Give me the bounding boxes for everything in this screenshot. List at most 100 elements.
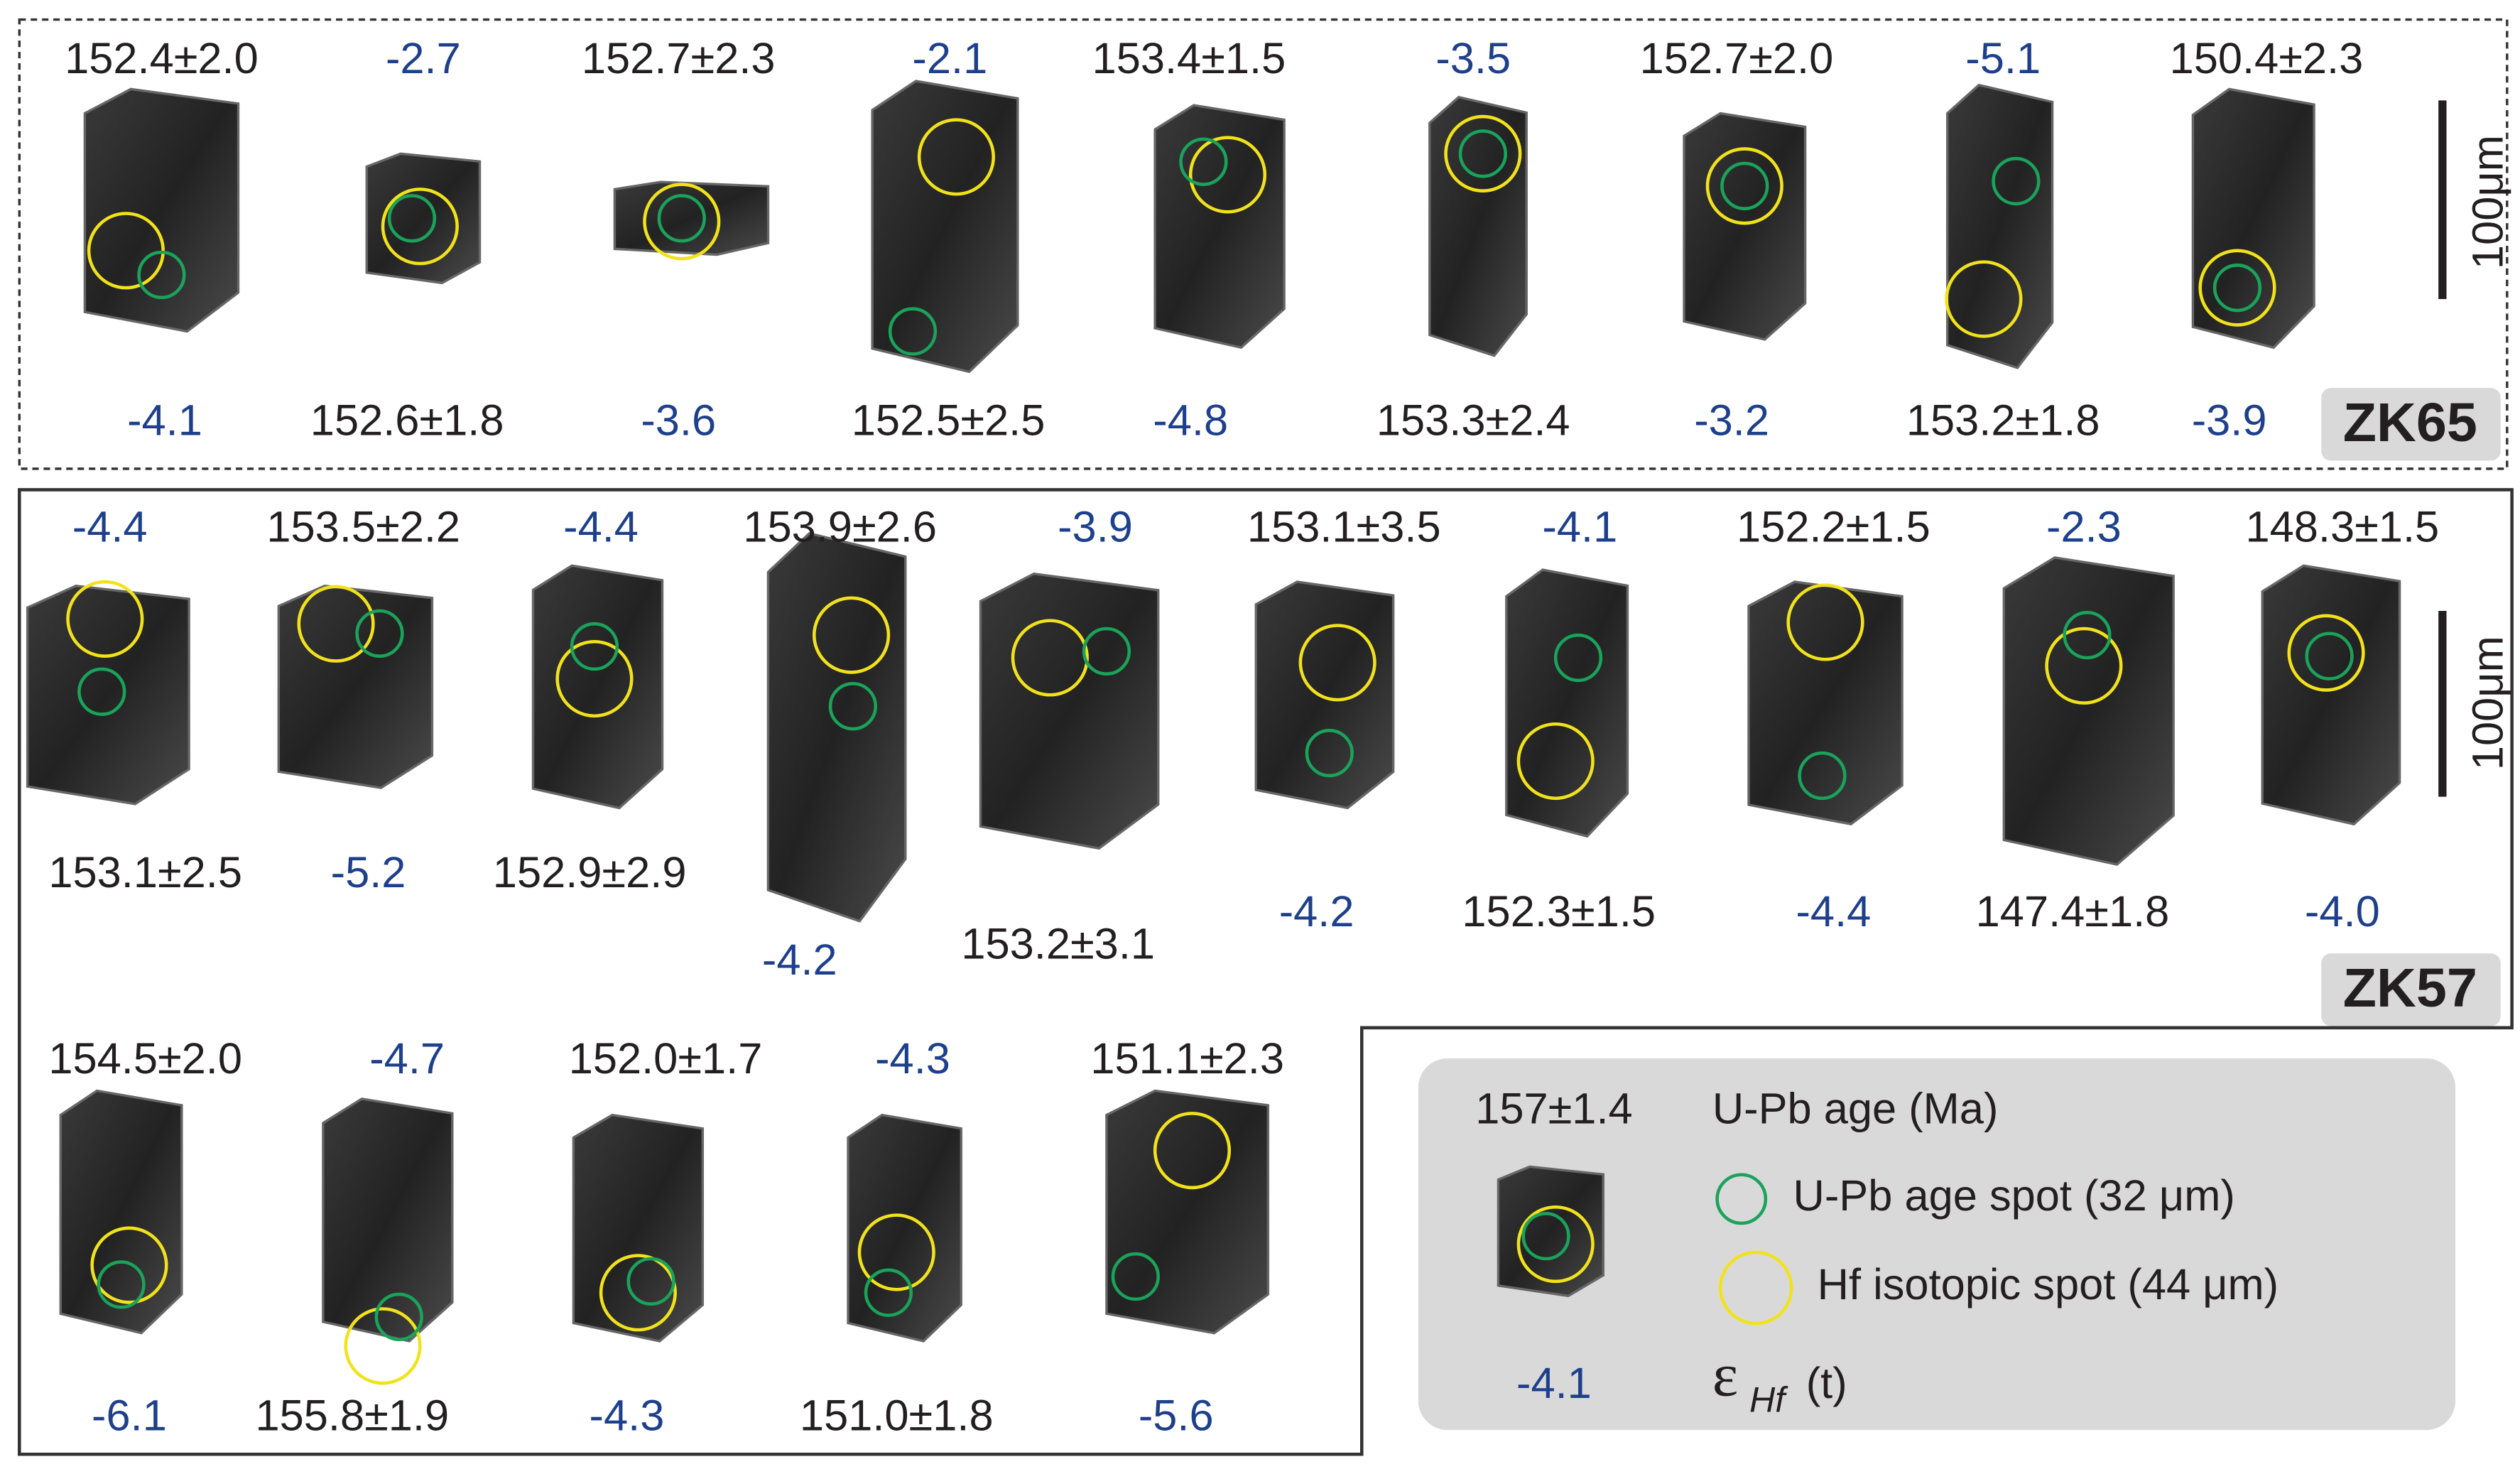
zircon-grain (1946, 83, 2054, 369)
zk57-tag: ZK57 (2343, 958, 2477, 1019)
zircon-grain (59, 1089, 183, 1335)
hf-spot (857, 1213, 935, 1291)
ehf-label: -4.1 (127, 396, 202, 445)
u-pb-spot (97, 1260, 146, 1309)
ehf-label: -2.1 (912, 34, 987, 83)
age-label: 148.3±1.5 (2245, 503, 2439, 552)
hf-spot (813, 596, 891, 674)
u-pb-spot (2063, 611, 2112, 660)
zircon-grain (1497, 1165, 1605, 1298)
zk65-tag: ZK65 (2343, 392, 2477, 453)
hf-spot (1188, 136, 1267, 214)
hf-spot (599, 1254, 677, 1332)
legend-yellow-spot (1718, 1250, 1793, 1326)
ehf-label: -4.7 (369, 1034, 445, 1083)
ehf-label: -2.7 (386, 34, 461, 83)
hf-spot (2198, 249, 2276, 327)
hf-spot (66, 580, 144, 658)
u-pb-spot (137, 250, 186, 300)
u-pb-spot (1720, 161, 1769, 210)
zircon-grain (871, 80, 1019, 374)
zircon-grain (979, 572, 1160, 850)
zircon-grain (1747, 580, 1903, 826)
hf-spot (381, 188, 459, 266)
age-label: 147.4±1.8 (1976, 887, 2170, 936)
age-label: 152.3±1.5 (1462, 887, 1656, 936)
age-label: 151.0±1.8 (800, 1391, 994, 1440)
zircon-grain (613, 180, 770, 256)
hf-spot (917, 118, 996, 196)
hf-spot (1705, 147, 1783, 225)
u-pb-spot (2212, 264, 2262, 313)
hf-spot (1516, 722, 1595, 801)
legend-ehf-symbol: ε (1712, 1341, 1738, 1409)
u-pb-spot (864, 1268, 913, 1317)
hf-spot (1298, 624, 1376, 702)
hf-spot (643, 183, 721, 261)
ehf-label: -3.5 (1435, 34, 1511, 83)
u-pb-spot (1798, 751, 1847, 801)
age-label: 152.0±1.7 (569, 1034, 763, 1083)
age-label: 152.9±2.9 (493, 848, 687, 897)
age-label: 152.7±2.3 (582, 34, 776, 83)
legend-green-spot (1715, 1173, 1768, 1225)
ehf-label: -4.2 (762, 936, 837, 985)
zircon-grain (322, 1097, 454, 1343)
hf-spot (1153, 1112, 1232, 1190)
zircon-grain (277, 585, 434, 789)
zircon-grain (531, 564, 664, 810)
zircon-grain (1153, 104, 1286, 349)
age-label: 153.2±3.1 (961, 919, 1155, 968)
age-label: 151.1±2.3 (1090, 1034, 1284, 1083)
zircon-grain (2261, 564, 2401, 826)
u-pb-spot (1305, 729, 1354, 778)
zircon-grain (2002, 556, 2175, 866)
u-pb-spot (1082, 627, 1131, 676)
age-label: 153.1±2.5 (48, 848, 242, 897)
age-label: 152.7±2.0 (1640, 34, 1834, 83)
ehf-label: -4.1 (1542, 503, 1617, 552)
hf-spot (1011, 619, 1089, 697)
zk57-frame (18, 488, 2514, 1456)
zk65-frame (18, 18, 2509, 470)
hf-spot (1444, 114, 1522, 193)
scale-label: 100μm (2463, 636, 2512, 770)
u-pb-spot (1458, 129, 1507, 178)
u-pb-spot (374, 1292, 423, 1342)
u-pb-spot (2305, 631, 2354, 681)
ehf-label: -4.3 (590, 1391, 665, 1440)
u-pb-spot (1553, 633, 1603, 683)
scale-label: 100μm (2463, 135, 2512, 269)
legend-age-spot: U-Pb age spot (32 μm) (1793, 1171, 2235, 1220)
u-pb-spot (1111, 1252, 1160, 1301)
hf-spot (90, 1226, 168, 1304)
u-pb-spot (657, 194, 706, 243)
age-label: 152.2±1.5 (1737, 503, 1930, 552)
ehf-label: -3.9 (1058, 503, 1133, 552)
ehf-label: -6.1 (92, 1391, 167, 1440)
ehf-label: -3.2 (1694, 396, 1769, 445)
ehf-label: -2.3 (2046, 503, 2122, 552)
age-label: 150.4±2.3 (2170, 34, 2364, 83)
zk57-tag-box (2321, 953, 2501, 1026)
hf-spot (1516, 1205, 1595, 1284)
hf-spot (1786, 583, 1864, 661)
u-pb-spot (387, 194, 437, 243)
ehf-label: -4.2 (1279, 887, 1354, 936)
ehf-label: -4.4 (72, 503, 148, 552)
ehf-label: -3.9 (2192, 396, 2267, 445)
u-pb-spot (1179, 137, 1228, 186)
age-label: 152.6±1.8 (310, 396, 504, 445)
ehf-label: -4.4 (1796, 887, 1871, 936)
age-label: 153.4±1.5 (1092, 34, 1286, 83)
hf-spot (2287, 614, 2365, 692)
ehf-label: -4.0 (2305, 887, 2380, 936)
age-label: 153.2±1.8 (1906, 396, 2100, 445)
u-pb-spot (77, 667, 126, 716)
hf-spot (555, 639, 634, 718)
legend-age: 157±1.4 (1475, 1084, 1632, 1133)
zk65-tag-box (2321, 388, 2501, 461)
u-pb-spot (355, 609, 404, 658)
ehf-label: -4.8 (1153, 396, 1228, 445)
